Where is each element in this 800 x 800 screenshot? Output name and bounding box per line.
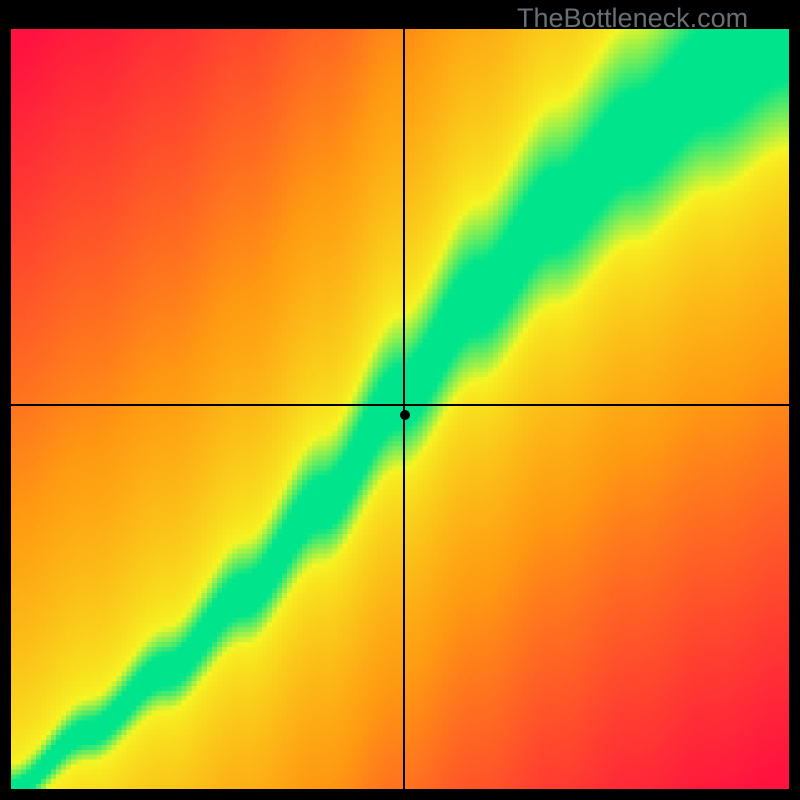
- crosshair-vertical: [403, 29, 405, 789]
- crosshair-horizontal: [11, 404, 789, 406]
- frame-border-bottom: [0, 789, 800, 800]
- bottleneck-heatmap: [11, 29, 789, 789]
- frame-border-right: [789, 0, 800, 800]
- watermark-text: TheBottleneck.com: [517, 3, 748, 34]
- frame-border-left: [0, 0, 11, 800]
